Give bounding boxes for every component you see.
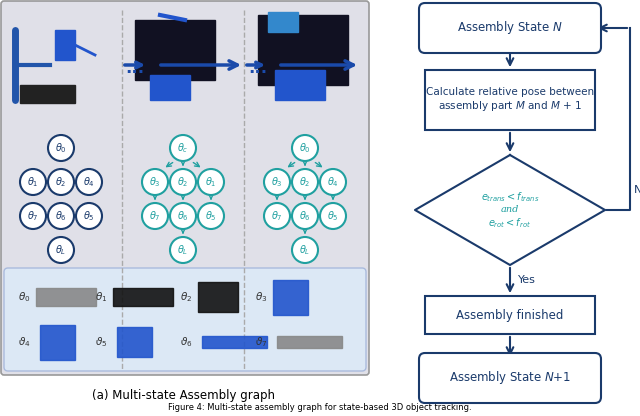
Text: $\theta_1$: $\theta_1$ [28,175,39,189]
Text: $\theta_7$: $\theta_7$ [271,209,283,223]
Text: $\theta_5$: $\theta_5$ [327,209,339,223]
Circle shape [170,237,196,263]
Text: $\theta_0$: $\theta_0$ [55,141,67,155]
FancyBboxPatch shape [1,1,369,375]
FancyBboxPatch shape [419,3,601,53]
Text: $\theta_1$: $\theta_1$ [205,175,217,189]
Text: $\vartheta_6$: $\vartheta_6$ [180,335,193,349]
Circle shape [292,169,318,195]
Text: $\theta_L$: $\theta_L$ [300,243,310,257]
Bar [268,12,298,32]
Text: Assembly State $N$: Assembly State $N$ [457,20,563,37]
Bar [198,282,238,312]
Circle shape [142,169,168,195]
Text: $\theta_6$: $\theta_6$ [299,209,311,223]
Text: $\vartheta_7$: $\vartheta_7$ [255,335,268,349]
Bar [113,288,173,306]
Text: $\theta_5$: $\theta_5$ [205,209,217,223]
Bar [117,327,152,357]
Circle shape [48,135,74,161]
Text: $\theta_c$: $\theta_c$ [177,141,189,155]
Text: No: No [634,185,640,195]
Text: Assembly State $N$+1: Assembly State $N$+1 [449,369,571,386]
Circle shape [320,203,346,229]
Bar [275,70,325,100]
Text: $\vartheta_4$: $\vartheta_4$ [18,335,31,349]
Bar [425,70,595,130]
Circle shape [292,237,318,263]
Circle shape [264,203,290,229]
FancyBboxPatch shape [419,353,601,403]
Text: $\vartheta_5$: $\vartheta_5$ [95,335,108,349]
Bar [202,336,267,348]
Circle shape [20,169,46,195]
Circle shape [142,203,168,229]
Circle shape [48,203,74,229]
Circle shape [48,237,74,263]
Text: $\theta_6$: $\theta_6$ [55,209,67,223]
Text: $e_{trans} < f_{trans}$
and
$e_{rot} < f_{rot}$: $e_{trans} < f_{trans}$ and $e_{rot} < f… [481,190,540,230]
Circle shape [48,169,74,195]
Text: $\theta_L$: $\theta_L$ [55,243,67,257]
Text: $\theta_3$: $\theta_3$ [255,290,268,304]
Circle shape [198,169,224,195]
Bar [135,20,215,80]
Bar [258,15,348,85]
Bar [273,280,308,315]
Text: $\theta_5$: $\theta_5$ [83,209,95,223]
Circle shape [76,169,102,195]
Text: $\theta_1$: $\theta_1$ [95,290,108,304]
Text: $\theta_7$: $\theta_7$ [149,209,161,223]
Bar [277,336,342,348]
Text: $\theta_7$: $\theta_7$ [27,209,39,223]
Text: $\theta_2$: $\theta_2$ [177,175,189,189]
FancyBboxPatch shape [4,268,366,371]
Circle shape [20,203,46,229]
Circle shape [264,169,290,195]
Text: $\theta_2$: $\theta_2$ [300,175,311,189]
Circle shape [198,203,224,229]
Bar [36,288,96,306]
Bar [150,75,190,100]
Text: $\theta_4$: $\theta_4$ [327,175,339,189]
Text: Yes: Yes [518,275,536,285]
Text: Figure 4: Multi-state assembly graph for state-based 3D object tracking.: Figure 4: Multi-state assembly graph for… [168,403,472,412]
Text: Calculate relative pose between
assembly part $M$ and $M$ + 1: Calculate relative pose between assembly… [426,87,594,113]
Circle shape [170,135,196,161]
Text: $\theta_L$: $\theta_L$ [177,243,189,257]
Text: $\theta_0$: $\theta_0$ [299,141,311,155]
Bar [425,296,595,334]
Text: ...: ... [125,59,145,77]
Text: $\theta_2$: $\theta_2$ [55,175,67,189]
Text: (a) Multi-state Assembly graph: (a) Multi-state Assembly graph [92,389,275,401]
Text: $\theta_0$: $\theta_0$ [18,290,31,304]
Circle shape [292,203,318,229]
Text: $\theta_6$: $\theta_6$ [177,209,189,223]
Circle shape [76,203,102,229]
Bar [55,30,75,60]
Bar [20,85,75,103]
Circle shape [292,135,318,161]
Circle shape [170,169,196,195]
Text: $\theta_3$: $\theta_3$ [149,175,161,189]
Text: (b) Switch of assembly state: (b) Switch of assembly state [426,389,594,401]
Bar [40,325,75,360]
Text: $\theta_2$: $\theta_2$ [180,290,192,304]
Text: ...: ... [248,59,268,77]
Text: $\theta_3$: $\theta_3$ [271,175,283,189]
Text: Assembly finished: Assembly finished [456,309,564,322]
Polygon shape [415,155,605,265]
Circle shape [170,203,196,229]
Text: $\theta_4$: $\theta_4$ [83,175,95,189]
Circle shape [320,169,346,195]
